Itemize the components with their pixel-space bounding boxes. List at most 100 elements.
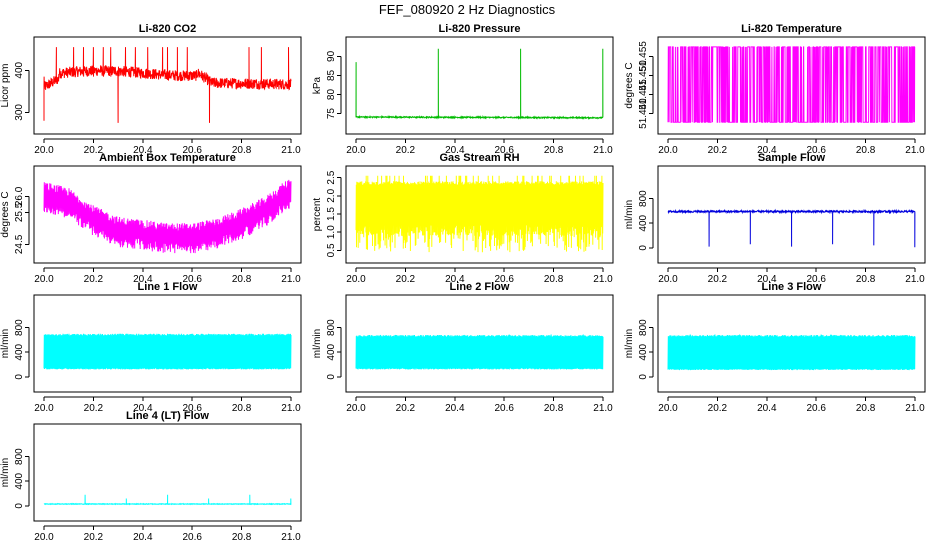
y-axis-label: Licor ppm bbox=[0, 64, 11, 108]
x-tick-label: 20.6 bbox=[182, 145, 202, 156]
y-axis-label: degrees C bbox=[0, 191, 11, 237]
chart-title: Gas Stream RH bbox=[439, 152, 519, 164]
series-line-line2 bbox=[355, 334, 604, 370]
x-tick-label: 20.0 bbox=[34, 274, 54, 285]
y-tick-label: 400 bbox=[14, 343, 25, 360]
x-tick-label: 20.2 bbox=[84, 532, 104, 540]
y-tick-label: 0 bbox=[638, 374, 649, 380]
x-tick-label: 20.2 bbox=[708, 274, 728, 285]
x-tick-label: 21.0 bbox=[281, 532, 301, 540]
plot-frame bbox=[33, 423, 302, 522]
x-tick-label: 20.8 bbox=[232, 145, 252, 156]
x-tick-label: 21.0 bbox=[905, 403, 925, 414]
x-tick-label: 20.4 bbox=[757, 274, 777, 285]
x-tick-label: 20.0 bbox=[346, 403, 366, 414]
y-tick-label: 1.5 bbox=[326, 207, 337, 221]
x-tick-label: 21.0 bbox=[593, 403, 613, 414]
x-tick-label: 20.4 bbox=[445, 145, 465, 156]
plot-frame bbox=[345, 36, 614, 135]
y-tick-label: 800 bbox=[326, 319, 337, 336]
y-tick-label: 25.5 bbox=[14, 202, 25, 222]
y-tick-label: 51.455 bbox=[638, 41, 649, 72]
y-tick-label: 51.440 bbox=[638, 98, 649, 129]
series-line-line1 bbox=[43, 333, 292, 370]
y-tick-label: 800 bbox=[638, 190, 649, 207]
y-axis-label: ml/min bbox=[312, 329, 323, 358]
x-tick-label: 20.8 bbox=[232, 532, 252, 540]
series-line-line4 bbox=[43, 494, 292, 506]
x-tick-label: 20.2 bbox=[708, 403, 728, 414]
x-tick-label: 20.0 bbox=[346, 145, 366, 156]
y-tick-label: 0 bbox=[14, 374, 25, 380]
y-axis-label: ml/min bbox=[624, 200, 635, 229]
y-tick-label: 400 bbox=[638, 343, 649, 360]
x-tick-label: 21.0 bbox=[593, 274, 613, 285]
chart-panel-line4: Line 4 (LT) Flow 20.0 20.2 20.4 20.6 20.8 21.0… bbox=[0, 410, 302, 540]
x-tick-label: 20.2 bbox=[84, 274, 104, 285]
y-tick-label: 51.450 bbox=[638, 60, 649, 91]
chart-title: Li-820 CO2 bbox=[139, 23, 196, 35]
x-tick-label: 20.2 bbox=[84, 403, 104, 414]
y-axis-label: ml/min bbox=[0, 329, 11, 358]
chart-panel-line1: Line 1 Flow 20.0 20.2 20.4 20.6 20.8 21.0 0 400 8… bbox=[0, 281, 302, 414]
chart-title: Line 2 Flow bbox=[450, 281, 510, 293]
chart-panel-licor_temp: Li-820 Temperature 20.0 20.2 20.4 20.6 20.8 21… bbox=[624, 23, 926, 156]
x-tick-label: 21.0 bbox=[593, 145, 613, 156]
x-tick-label: 20.0 bbox=[34, 145, 54, 156]
x-tick-label: 20.6 bbox=[806, 145, 826, 156]
x-tick-label: 20.6 bbox=[806, 403, 826, 414]
x-tick-label: 20.4 bbox=[133, 145, 153, 156]
chart-title: Line 1 Flow bbox=[138, 281, 198, 293]
x-tick-label: 20.0 bbox=[34, 403, 54, 414]
x-tick-label: 20.8 bbox=[544, 145, 564, 156]
y-tick-label: 400 bbox=[14, 61, 25, 78]
y-axis-label: kPa bbox=[312, 76, 323, 94]
series-line-box_temp bbox=[43, 179, 292, 254]
y-tick-label: 51.445 bbox=[638, 79, 649, 110]
y-tick-label: 400 bbox=[14, 472, 25, 489]
x-tick-label: 20.4 bbox=[445, 403, 465, 414]
x-tick-label: 20.4 bbox=[133, 532, 153, 540]
y-tick-label: 2.5 bbox=[326, 170, 337, 184]
chart-title: Line 4 (LT) Flow bbox=[126, 410, 209, 422]
plot-frame bbox=[657, 294, 926, 393]
y-tick-label: 300 bbox=[14, 104, 25, 121]
x-tick-label: 21.0 bbox=[281, 145, 301, 156]
x-tick-label: 20.8 bbox=[856, 403, 876, 414]
y-tick-label: 75 bbox=[326, 108, 337, 120]
y-tick-label: 0.5 bbox=[326, 243, 337, 257]
x-tick-label: 20.4 bbox=[133, 403, 153, 414]
chart-panel-sample_flow: Sample Flow 20.0 20.2 20.4 20.6 20.8 21.0 0 400 8… bbox=[624, 152, 926, 285]
x-tick-label: 20.8 bbox=[232, 403, 252, 414]
y-axis-label: ml/min bbox=[0, 458, 11, 487]
chart-panel-box_temp: Ambient Box Temperature 20.0 20.2 20.4 20.6 2… bbox=[0, 152, 302, 285]
y-tick-label: 800 bbox=[14, 319, 25, 336]
plot-frame bbox=[345, 165, 614, 264]
x-tick-label: 20.4 bbox=[757, 403, 777, 414]
plot-frame bbox=[33, 165, 302, 264]
chart-title: Ambient Box Temperature bbox=[99, 152, 236, 164]
x-tick-label: 20.4 bbox=[133, 274, 153, 285]
series-line-co2 bbox=[43, 47, 292, 123]
chart-panel-pressure: Li-820 Pressure 20.0 20.2 20.4 20.6 20.8 21.0 7… bbox=[312, 23, 614, 156]
y-tick-label: 400 bbox=[638, 214, 649, 231]
y-axis-label: percent bbox=[312, 198, 323, 232]
x-tick-label: 20.6 bbox=[182, 403, 202, 414]
x-tick-label: 20.8 bbox=[544, 403, 564, 414]
x-tick-label: 20.6 bbox=[182, 532, 202, 540]
y-tick-label: 400 bbox=[326, 343, 337, 360]
x-tick-label: 20.0 bbox=[346, 274, 366, 285]
y-tick-label: 1.0 bbox=[326, 225, 337, 239]
x-tick-label: 20.8 bbox=[856, 145, 876, 156]
series-line-licor_temp bbox=[667, 46, 916, 123]
plot-frame bbox=[33, 294, 302, 393]
plot-frame bbox=[33, 36, 302, 135]
series-line-rh bbox=[355, 175, 604, 253]
series-line-line3 bbox=[667, 334, 916, 371]
y-tick-label: 0 bbox=[638, 245, 649, 251]
y-tick-label: 0 bbox=[326, 374, 337, 380]
x-tick-label: 20.8 bbox=[856, 274, 876, 285]
figure-title: FEF_080920 2 Hz Diagnostics bbox=[379, 2, 556, 17]
x-tick-label: 21.0 bbox=[905, 274, 925, 285]
